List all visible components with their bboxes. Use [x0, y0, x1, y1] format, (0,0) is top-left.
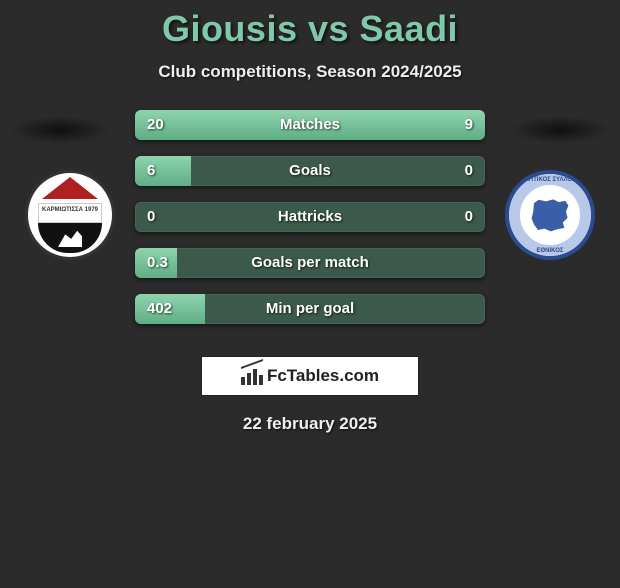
brand-text: FcTables.com — [267, 366, 379, 386]
page-title: Giousis vs Saadi — [0, 8, 620, 50]
stat-label: Matches — [135, 110, 485, 140]
subtitle: Club competitions, Season 2024/2025 — [0, 62, 620, 82]
club-badge-left: ΚΑΡΜΙΩΤΙΣΣΑ 1979 — [25, 170, 115, 260]
stat-label: Min per goal — [135, 294, 485, 324]
player-shadow-right — [510, 116, 610, 144]
stat-row: 60Goals — [135, 156, 485, 186]
stat-row: 209Matches — [135, 110, 485, 140]
stat-row: 402Min per goal — [135, 294, 485, 324]
stat-label: Goals — [135, 156, 485, 186]
comparison-area: ΚΑΡΜΙΩΤΙΣΣΑ 1979 ΑΘΛΗΤΙΚΟΣ ΣΥΛΛΟΓΟΣ ΕΘΝΙ… — [0, 110, 620, 350]
stat-bars: 209Matches 60Goals 00Hattricks 0.3Goals per… — [135, 110, 485, 340]
stat-label: Goals per match — [135, 248, 485, 278]
stat-row: 00Hattricks — [135, 202, 485, 232]
chart-icon — [241, 367, 263, 385]
brand-logo[interactable]: FcTables.com — [201, 356, 419, 396]
stat-label: Hattricks — [135, 202, 485, 232]
stat-row: 0.3Goals per match — [135, 248, 485, 278]
club-badge-right: ΑΘΛΗΤΙΚΟΣ ΣΥΛΛΟΓΟΣ ΕΘΝΙΚΟΣ — [505, 170, 595, 260]
player-shadow-left — [10, 116, 110, 144]
date-label: 22 february 2025 — [0, 414, 620, 434]
